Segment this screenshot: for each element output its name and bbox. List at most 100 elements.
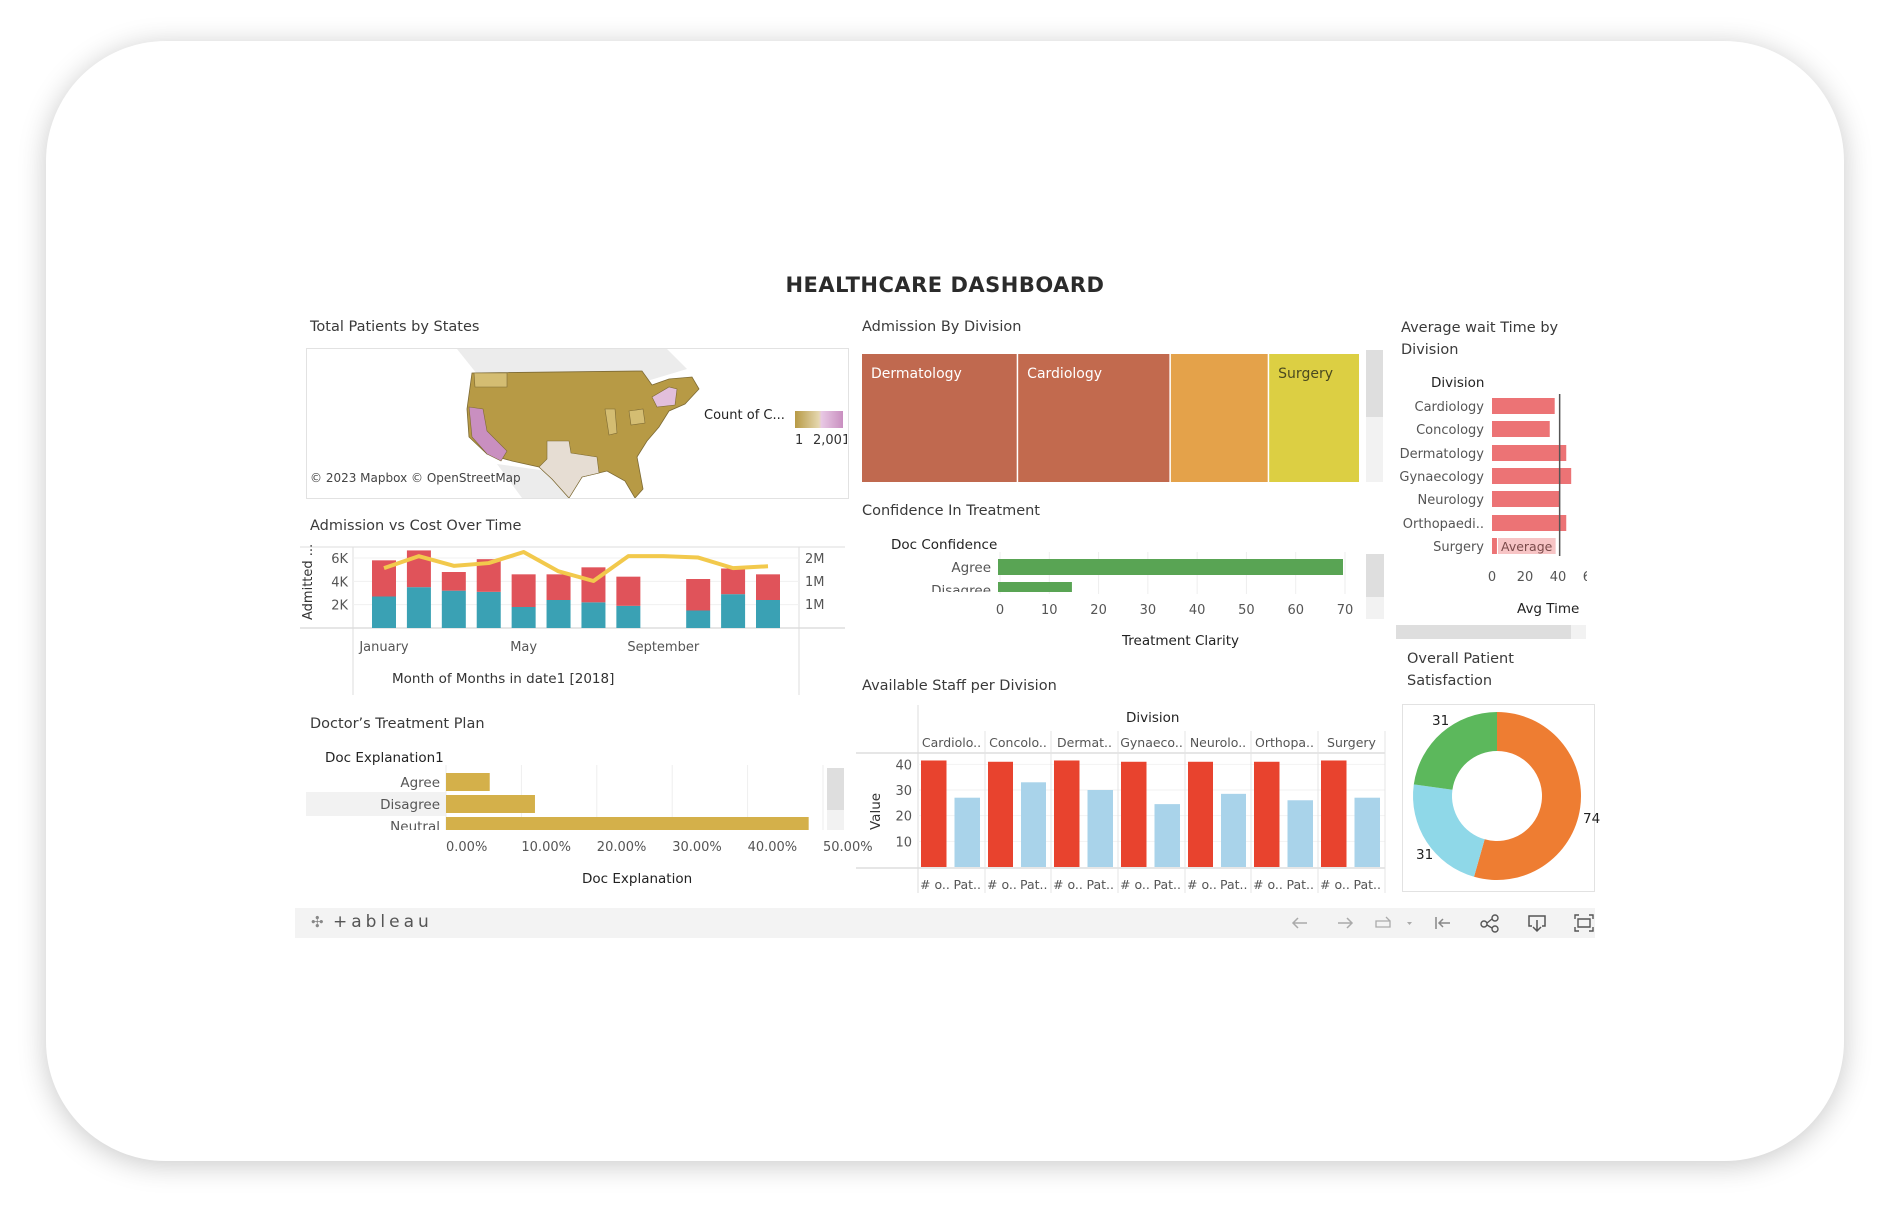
- admission-bar-bottom[interactable]: [511, 607, 536, 628]
- admission-bar-top[interactable]: [546, 574, 571, 600]
- staff-bar[interactable]: [1154, 804, 1181, 867]
- undo-icon[interactable]: [1289, 913, 1311, 933]
- staff-bar[interactable]: [988, 761, 1013, 867]
- redo-icon[interactable]: [1334, 913, 1356, 933]
- donut-slice[interactable]: [1413, 712, 1497, 790]
- download-icon[interactable]: [1526, 913, 1548, 933]
- cost-line[interactable]: [383, 550, 769, 583]
- treemap-cell[interactable]: [1018, 354, 1170, 482]
- treemap-scrollbar[interactable]: [1366, 350, 1383, 482]
- staff-bar[interactable]: [1021, 782, 1046, 867]
- admission-bar-top[interactable]: [616, 576, 641, 606]
- measure-label: # o..: [920, 877, 950, 892]
- confidence-xlabel: Treatment Clarity: [1122, 633, 1240, 649]
- admission-bar-bottom[interactable]: [372, 596, 396, 629]
- map-state-new-york: [651, 386, 678, 408]
- y-tick-label: 10: [895, 835, 912, 850]
- reference-line-label: Average: [1501, 539, 1553, 554]
- admission-bar-bottom[interactable]: [616, 605, 641, 628]
- admission-bar-bottom[interactable]: [581, 602, 606, 628]
- treemap-cell[interactable]: [1269, 354, 1360, 482]
- admission-division-title: Admission By Division: [862, 319, 1022, 335]
- donut-label: 74: [1583, 811, 1600, 827]
- wait-scrollbar[interactable]: [1396, 625, 1586, 639]
- x-tick-label: 50: [1238, 603, 1255, 618]
- revert-dropdown-icon[interactable]: [1401, 913, 1423, 933]
- staff-title: Available Staff per Division: [862, 678, 1057, 694]
- wait-bar[interactable]: [1492, 421, 1550, 437]
- y2-tick-label: 1M: [805, 598, 825, 613]
- donut-label: 31: [1432, 713, 1449, 729]
- treemap-cell[interactable]: [1170, 354, 1268, 482]
- donut-slice[interactable]: [1474, 712, 1582, 881]
- satisfaction-donut: 74 31 31: [1413, 712, 1600, 881]
- staff-bar[interactable]: [921, 760, 947, 867]
- wait-bar[interactable]: [1492, 515, 1567, 531]
- wait-bar[interactable]: [1492, 398, 1555, 414]
- map-view[interactable]: © 2023 Mapbox © OpenStreetMap: [306, 348, 849, 499]
- x-tick-label: 20: [1090, 603, 1107, 618]
- admission-bar-bottom[interactable]: [721, 594, 746, 628]
- admission-bar-bottom[interactable]: [441, 590, 466, 628]
- doc-category-label: Neutral: [390, 819, 440, 835]
- staff-bar[interactable]: [1221, 793, 1246, 867]
- admission-bar-bottom[interactable]: [686, 610, 711, 629]
- wait-category-label: Gynaecology: [1399, 470, 1484, 485]
- y2-tick-label: 2M: [805, 552, 825, 567]
- x-tick-label: 40: [1189, 603, 1206, 618]
- admission-bar-top[interactable]: [441, 572, 466, 591]
- staff-bar[interactable]: [1254, 761, 1280, 867]
- x-tick-label: September: [627, 640, 700, 655]
- confidence-bar[interactable]: [998, 559, 1343, 575]
- staff-bar[interactable]: [1087, 790, 1114, 867]
- map-states[interactable]: [466, 370, 700, 498]
- admission-bar-top[interactable]: [756, 574, 780, 600]
- x-tick-label: 0.00%: [446, 840, 487, 855]
- staff-bar[interactable]: [1188, 761, 1213, 867]
- staff-bar[interactable]: [1354, 797, 1381, 867]
- confidence-bar[interactable]: [998, 582, 1072, 598]
- doc-explanation-scrollbar[interactable]: [827, 768, 844, 830]
- wait-time-title: Average wait Time by Division: [1401, 320, 1559, 358]
- tableau-logo[interactable]: ✣ +ableau: [311, 912, 433, 932]
- share-icon[interactable]: [1479, 913, 1501, 933]
- wait-xlabel: Avg Time: [1517, 601, 1580, 617]
- doc-bar[interactable]: [446, 773, 490, 791]
- admission-bar-top[interactable]: [721, 568, 746, 595]
- map-state-california: [468, 406, 508, 462]
- staff-bar[interactable]: [1054, 760, 1080, 867]
- staff-bar[interactable]: [954, 797, 981, 867]
- revert-icon[interactable]: [1373, 913, 1395, 933]
- page-title: HEALTHCARE DASHBOARD: [785, 273, 1105, 297]
- map-land-mexico: [497, 464, 569, 498]
- division-header: Neurolo..: [1190, 735, 1246, 750]
- donut-slice[interactable]: [1413, 784, 1485, 877]
- admission-bar-bottom[interactable]: [756, 600, 780, 628]
- admission-bar-bottom[interactable]: [406, 587, 431, 628]
- staff-bar[interactable]: [1321, 760, 1347, 867]
- wait-bar[interactable]: [1492, 491, 1560, 507]
- staff-bar[interactable]: [1287, 800, 1314, 867]
- wait-bar[interactable]: [1492, 538, 1497, 554]
- admission-bar-top[interactable]: [511, 574, 536, 607]
- admission-bar-bottom[interactable]: [546, 600, 571, 628]
- reset-icon[interactable]: [1432, 913, 1454, 933]
- wait-bar[interactable]: [1492, 445, 1567, 461]
- map-attribution[interactable]: © 2023 Mapbox © OpenStreetMap: [310, 471, 521, 485]
- fullscreen-icon[interactable]: [1573, 913, 1595, 933]
- wait-bar[interactable]: [1492, 468, 1572, 484]
- treemap-cell[interactable]: [862, 354, 1017, 482]
- wait-ticks: 0 20 40 60: [1488, 570, 1587, 585]
- doc-bar[interactable]: [446, 795, 535, 813]
- admission-cost-title: Admission vs Cost Over Time: [310, 518, 522, 534]
- x-tick-label: 30.00%: [672, 840, 722, 855]
- admission-bar-bottom[interactable]: [476, 591, 501, 628]
- reference-tooltip-bg: [1498, 538, 1556, 554]
- satisfaction-title: Overall Patient Satisfaction: [1407, 651, 1514, 689]
- staff-bar[interactable]: [1121, 761, 1147, 867]
- us-map[interactable]: [307, 349, 848, 498]
- confidence-scrollbar[interactable]: [1366, 554, 1384, 619]
- admission-bar-top[interactable]: [686, 579, 711, 611]
- doc-bar[interactable]: [446, 817, 809, 835]
